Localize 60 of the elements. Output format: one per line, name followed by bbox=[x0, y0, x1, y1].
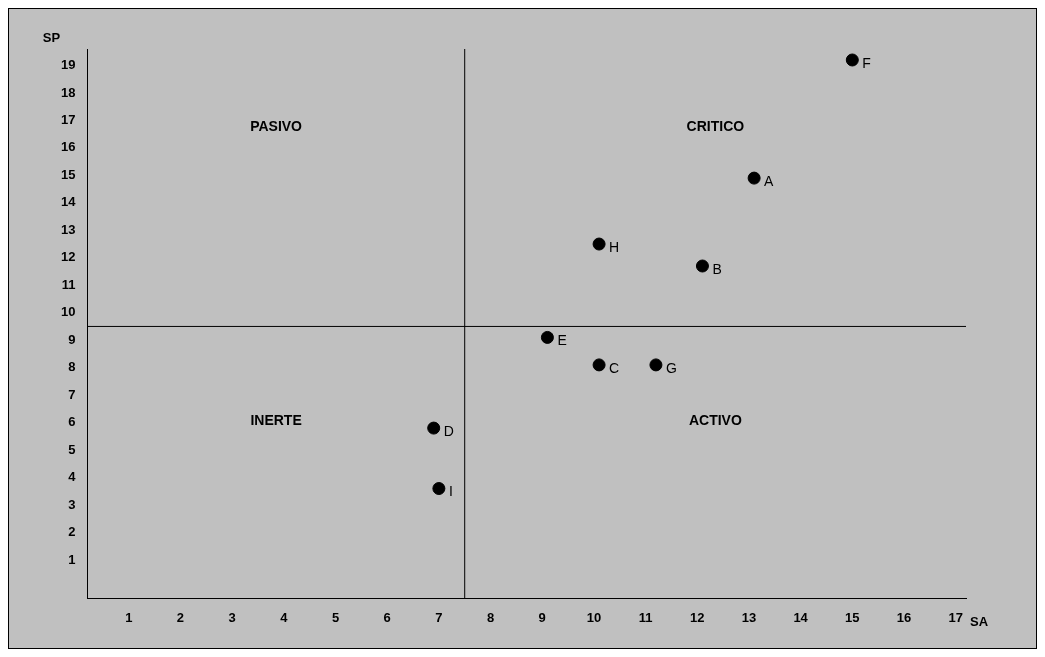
y-tick-label: 11 bbox=[61, 276, 76, 292]
x-tick-label: 8 bbox=[486, 609, 495, 625]
x-tick-label: 6 bbox=[383, 609, 391, 625]
y-tick-label: 14 bbox=[60, 194, 77, 210]
y-tick-label: 2 bbox=[68, 524, 76, 540]
point bbox=[845, 53, 859, 67]
x-tick-label: 9 bbox=[538, 609, 546, 625]
y-tick-label: 17 bbox=[60, 112, 76, 127]
y-tick-label: 1 bbox=[68, 551, 76, 567]
annotation: F bbox=[862, 54, 871, 71]
x-tick-label: 10 bbox=[586, 609, 602, 625]
point bbox=[649, 358, 663, 372]
annotation: ACTIVO bbox=[688, 412, 742, 429]
y-tick-label: 15 bbox=[60, 166, 76, 182]
x-tick-label: 12 bbox=[690, 609, 705, 625]
x-tick-label: 13 bbox=[741, 609, 757, 625]
point bbox=[427, 421, 441, 435]
x-tick-label: 1 bbox=[125, 609, 133, 625]
y-tick-label: 4 bbox=[68, 469, 77, 485]
annotation: INERTE bbox=[250, 412, 302, 429]
point bbox=[540, 330, 554, 344]
x-axis-title: SA bbox=[970, 613, 989, 629]
x-tick-label: 11 bbox=[638, 609, 653, 625]
x-tick-label: 2 bbox=[176, 609, 185, 625]
y-tick-label: 13 bbox=[60, 221, 76, 237]
annotation: I bbox=[448, 483, 453, 500]
x-tick-label: 17 bbox=[948, 609, 963, 625]
annotation: G bbox=[665, 359, 677, 376]
point bbox=[592, 237, 606, 251]
y-tick-label: 9 bbox=[68, 331, 76, 347]
x-tick-label: 7 bbox=[435, 609, 443, 625]
annotation: B bbox=[712, 260, 722, 277]
y-tick-label: 8 bbox=[68, 359, 76, 375]
annotation: H bbox=[609, 238, 620, 255]
x-tick-label: 15 bbox=[845, 609, 860, 625]
y-tick-label: 6 bbox=[68, 414, 76, 430]
x-tick-label: 16 bbox=[896, 609, 912, 625]
x-tick-label: 3 bbox=[228, 609, 236, 625]
y-tick-label: 10 bbox=[60, 304, 76, 320]
annotation: C bbox=[609, 359, 620, 376]
y-tick-label: 12 bbox=[60, 249, 76, 265]
annotation: PASIVO bbox=[250, 117, 303, 134]
y-axis-title: SP bbox=[42, 30, 61, 46]
annotation: D bbox=[443, 422, 454, 439]
x-tick-label: 14 bbox=[793, 609, 809, 625]
point bbox=[747, 171, 761, 185]
x-tick-label: 4 bbox=[280, 609, 289, 625]
y-tick-label: 5 bbox=[68, 441, 76, 457]
y-tick-label: 19 bbox=[60, 57, 76, 73]
y-tick-label: 16 bbox=[60, 139, 76, 155]
y-tick-label: 3 bbox=[68, 496, 76, 512]
annotation: CRITICO bbox=[686, 117, 745, 134]
point bbox=[695, 259, 709, 273]
annotation: A bbox=[764, 172, 775, 189]
x-tick-label: 5 bbox=[331, 609, 340, 625]
y-tick-label: 18 bbox=[60, 84, 76, 100]
point bbox=[432, 482, 446, 496]
point bbox=[592, 358, 606, 372]
annotation: E bbox=[557, 332, 567, 349]
y-tick-label: 7 bbox=[68, 386, 76, 402]
